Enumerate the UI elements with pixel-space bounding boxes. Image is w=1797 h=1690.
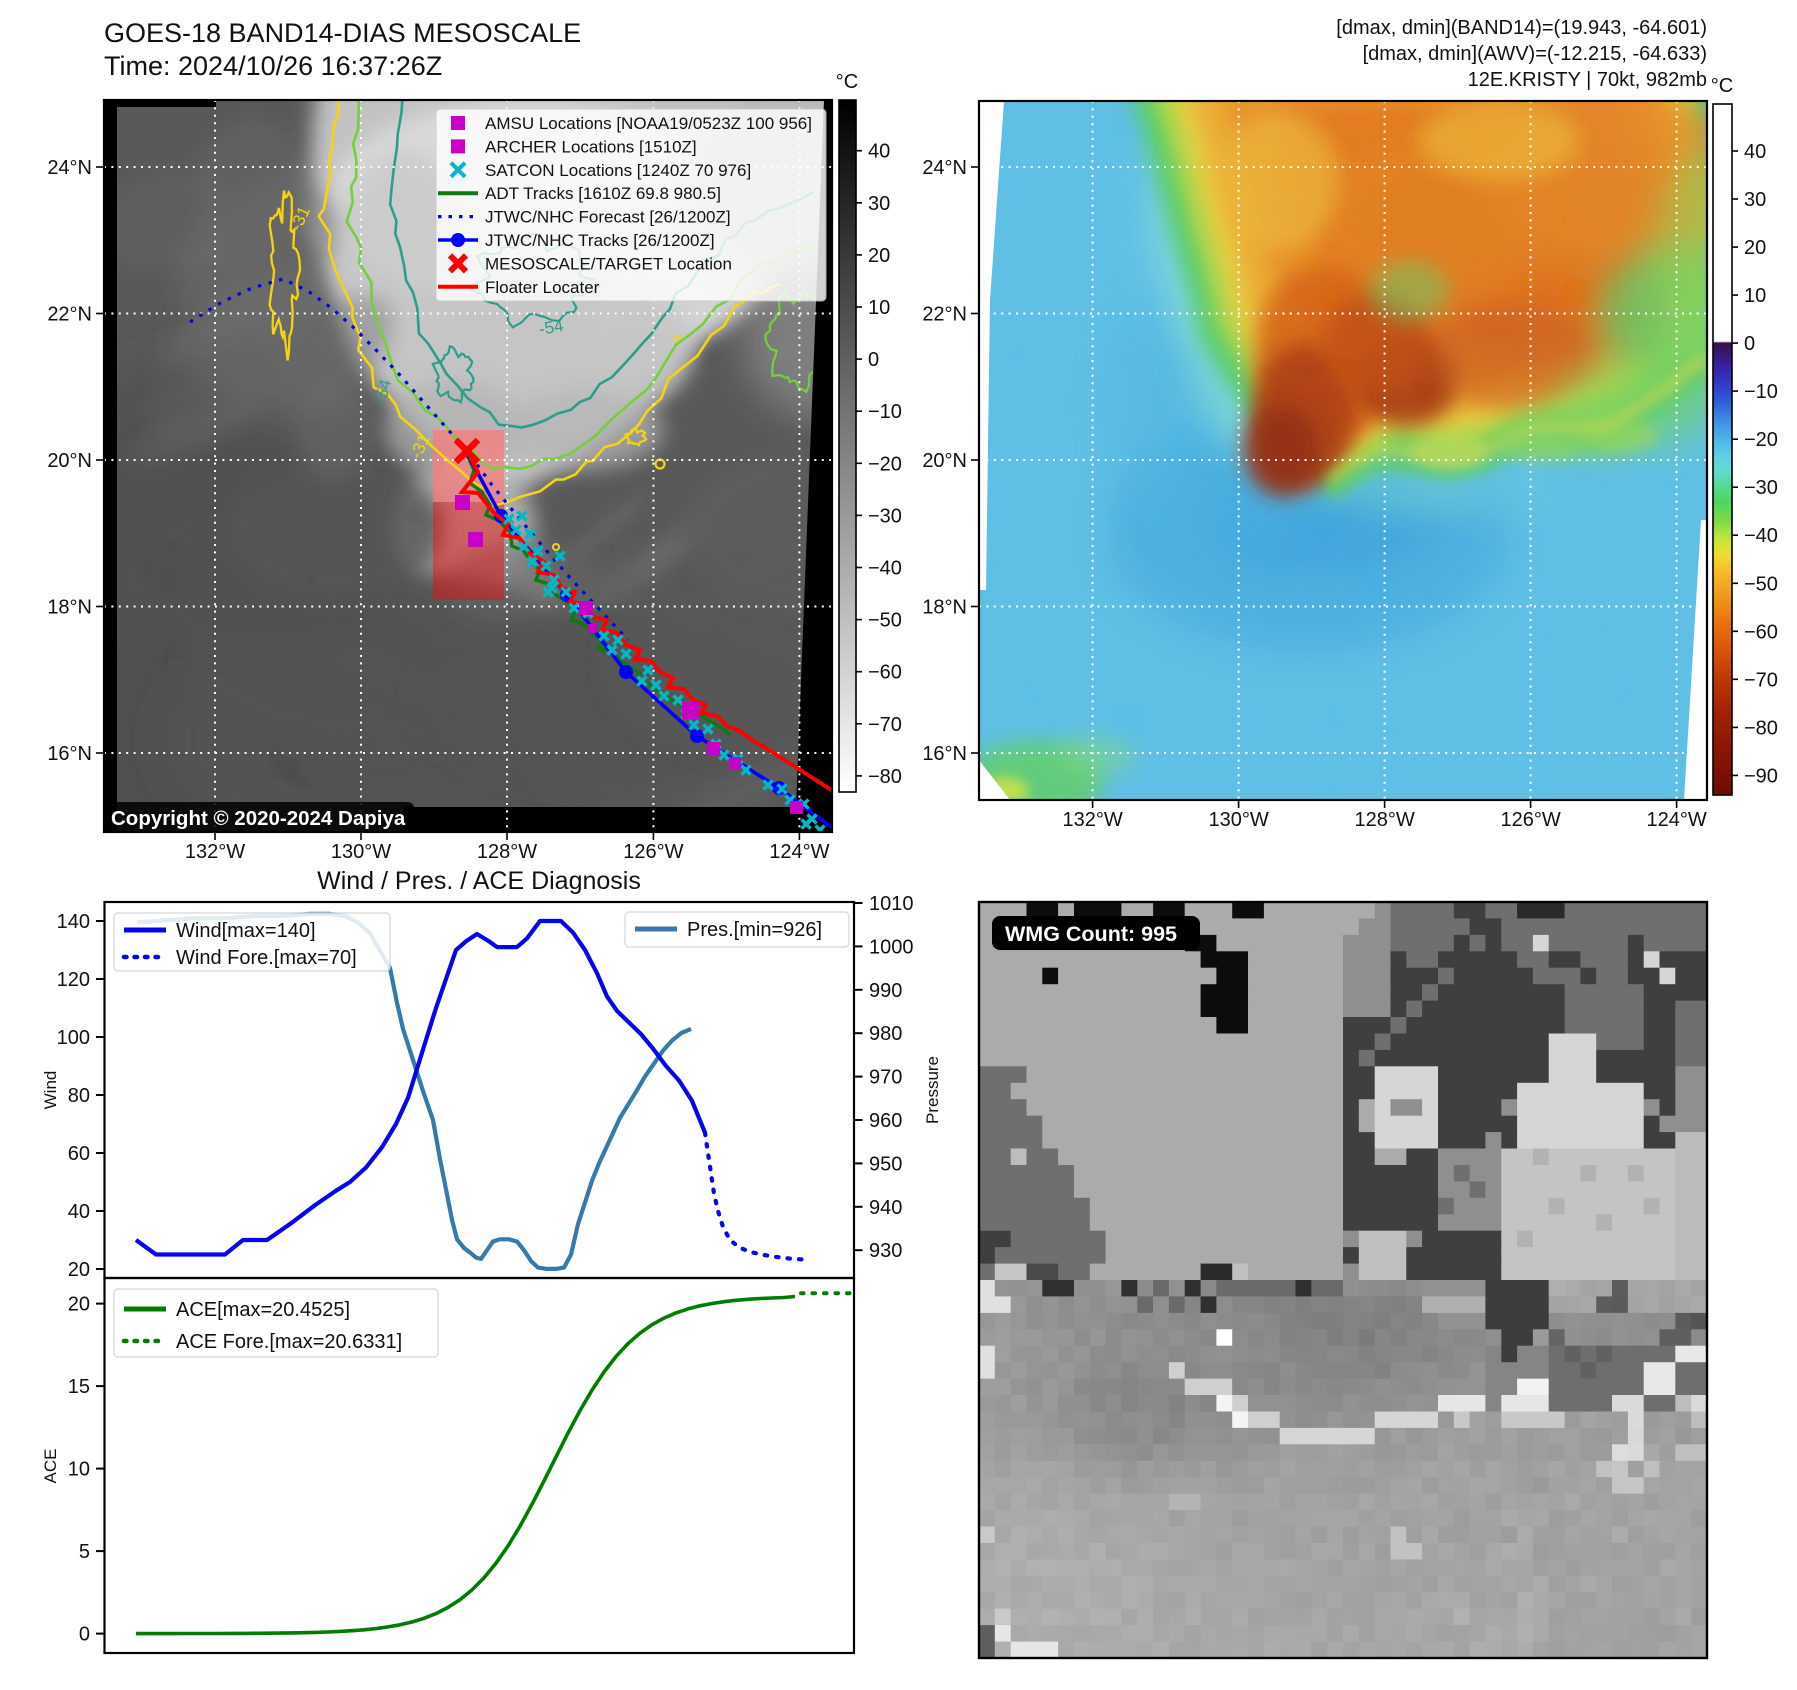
svg-text:−50: −50 [868, 610, 902, 632]
svg-text:100: 100 [57, 1027, 90, 1049]
svg-text:20: 20 [68, 1294, 90, 1316]
svg-text:−50: −50 [1744, 573, 1778, 595]
svg-text:−80: −80 [1744, 717, 1778, 739]
svg-text:24°N: 24°N [47, 157, 92, 179]
svg-text:1000: 1000 [869, 936, 914, 958]
svg-text:950: 950 [869, 1153, 902, 1175]
svg-text:WMG Count: 995: WMG Count: 995 [1005, 922, 1177, 946]
svg-text:−30: −30 [868, 505, 902, 527]
svg-text:20: 20 [868, 245, 890, 267]
svg-text:10: 10 [68, 1459, 90, 1481]
svg-text:[dmax, dmin](BAND14)=(19.943,: [dmax, dmin](BAND14)=(19.943, -64.601) [1336, 17, 1707, 39]
svg-text:120: 120 [57, 969, 90, 991]
svg-text:ACE[max=20.4525]: ACE[max=20.4525] [176, 1299, 350, 1321]
svg-text:Copyright © 2020-2024 Dapiya: Copyright © 2020-2024 Dapiya [111, 807, 406, 830]
svg-text:−20: −20 [1744, 429, 1778, 451]
svg-text:930: 930 [869, 1240, 902, 1262]
svg-text:940: 940 [869, 1197, 902, 1219]
svg-text:12E.KRISTY | 70kt, 982mb: 12E.KRISTY | 70kt, 982mb [1468, 69, 1707, 91]
svg-text:132°W: 132°W [1062, 809, 1122, 831]
svg-text:Wind: Wind [41, 1071, 60, 1110]
svg-text:0: 0 [1744, 333, 1755, 355]
svg-text:126°W: 126°W [1500, 809, 1560, 831]
svg-text:°C: °C [1711, 75, 1733, 97]
svg-text:−60: −60 [1744, 621, 1778, 643]
svg-text:-54: -54 [537, 316, 565, 339]
svg-text:20: 20 [68, 1259, 90, 1281]
svg-text:980: 980 [869, 1023, 902, 1045]
svg-text:−30: −30 [1744, 477, 1778, 499]
svg-text:16°N: 16°N [922, 743, 967, 765]
svg-text:128°W: 128°W [477, 841, 537, 863]
svg-text:40: 40 [1744, 141, 1766, 163]
svg-text:130°W: 130°W [331, 841, 391, 863]
svg-text:128°W: 128°W [1354, 809, 1414, 831]
svg-text:126°W: 126°W [623, 841, 683, 863]
svg-text:20: 20 [1744, 237, 1766, 259]
svg-text:24°N: 24°N [922, 157, 967, 179]
svg-text:124°W: 124°W [769, 841, 829, 863]
svg-text:Pressure: Pressure [923, 1056, 942, 1124]
svg-text:MESOSCALE/TARGET Location: MESOSCALE/TARGET Location [485, 254, 732, 273]
svg-text:30: 30 [868, 193, 890, 215]
svg-text:−10: −10 [1744, 381, 1778, 403]
svg-text:10: 10 [868, 297, 890, 319]
svg-text:−70: −70 [1744, 669, 1778, 691]
svg-text:Time: 2024/10/26 16:37:26Z: Time: 2024/10/26 16:37:26Z [104, 51, 442, 81]
svg-text:0: 0 [868, 349, 879, 371]
svg-text:JTWC/NHC Tracks [26/1200Z]: JTWC/NHC Tracks [26/1200Z] [485, 231, 715, 250]
svg-text:30: 30 [1744, 189, 1766, 211]
svg-text:15: 15 [68, 1376, 90, 1398]
svg-text:22°N: 22°N [47, 304, 92, 326]
svg-text:−40: −40 [868, 558, 902, 580]
svg-text:1010: 1010 [869, 893, 914, 915]
svg-text:ACE Fore.[max=20.6331]: ACE Fore.[max=20.6331] [176, 1331, 402, 1353]
svg-text:−70: −70 [868, 714, 902, 736]
svg-text:40: 40 [868, 141, 890, 163]
svg-text:10: 10 [1744, 285, 1766, 307]
svg-text:ADT Tracks [1610Z 69.8 980.5]: ADT Tracks [1610Z 69.8 980.5] [485, 184, 721, 203]
svg-text:Wind / Pres. / ACE Diagnosis: Wind / Pres. / ACE Diagnosis [317, 867, 641, 895]
svg-text:Wind Fore.[max=70]: Wind Fore.[max=70] [176, 947, 357, 969]
svg-text:−80: −80 [868, 766, 902, 788]
svg-text:16°N: 16°N [47, 743, 92, 765]
svg-text:960: 960 [869, 1110, 902, 1132]
svg-text:−20: −20 [868, 453, 902, 475]
svg-text:°C: °C [836, 71, 858, 93]
svg-text:22°N: 22°N [922, 304, 967, 326]
svg-text:JTWC/NHC Forecast [26/1200Z]: JTWC/NHC Forecast [26/1200Z] [485, 208, 731, 227]
svg-text:Pres.[min=926]: Pres.[min=926] [687, 919, 822, 941]
svg-text:SATCON Locations [1240Z 70 976: SATCON Locations [1240Z 70 976] [485, 161, 751, 180]
svg-text:Wind[max=140]: Wind[max=140] [176, 920, 316, 942]
svg-text:ARCHER Locations [1510Z]: ARCHER Locations [1510Z] [485, 137, 697, 156]
svg-text:−10: −10 [868, 401, 902, 423]
svg-text:970: 970 [869, 1067, 902, 1089]
svg-text:124°W: 124°W [1646, 809, 1706, 831]
svg-text:0: 0 [79, 1624, 90, 1646]
svg-text:20°N: 20°N [47, 450, 92, 472]
svg-text:ACE: ACE [41, 1449, 60, 1484]
svg-text:GOES-18 BAND14-DIAS MESOSCALE: GOES-18 BAND14-DIAS MESOSCALE [104, 18, 581, 48]
svg-text:18°N: 18°N [47, 597, 92, 619]
svg-text:132°W: 132°W [185, 841, 245, 863]
svg-text:60: 60 [68, 1143, 90, 1165]
svg-text:20°N: 20°N [922, 450, 967, 472]
svg-text:18°N: 18°N [922, 597, 967, 619]
svg-text:−90: −90 [1744, 765, 1778, 787]
svg-text:−60: −60 [868, 662, 902, 684]
svg-text:[dmax, dmin](AWV)=(-12.215, -6: [dmax, dmin](AWV)=(-12.215, -64.633) [1363, 43, 1707, 65]
svg-text:140: 140 [57, 911, 90, 933]
svg-text:130°W: 130°W [1208, 809, 1268, 831]
svg-text:AMSU Locations [NOAA19/0523Z 1: AMSU Locations [NOAA19/0523Z 100 956] [485, 114, 812, 133]
svg-text:990: 990 [869, 980, 902, 1002]
svg-text:−40: −40 [1744, 525, 1778, 547]
svg-text:5: 5 [79, 1541, 90, 1563]
svg-text:80: 80 [68, 1085, 90, 1107]
svg-text:40: 40 [68, 1201, 90, 1223]
svg-text:Floater Locater: Floater Locater [485, 278, 600, 297]
